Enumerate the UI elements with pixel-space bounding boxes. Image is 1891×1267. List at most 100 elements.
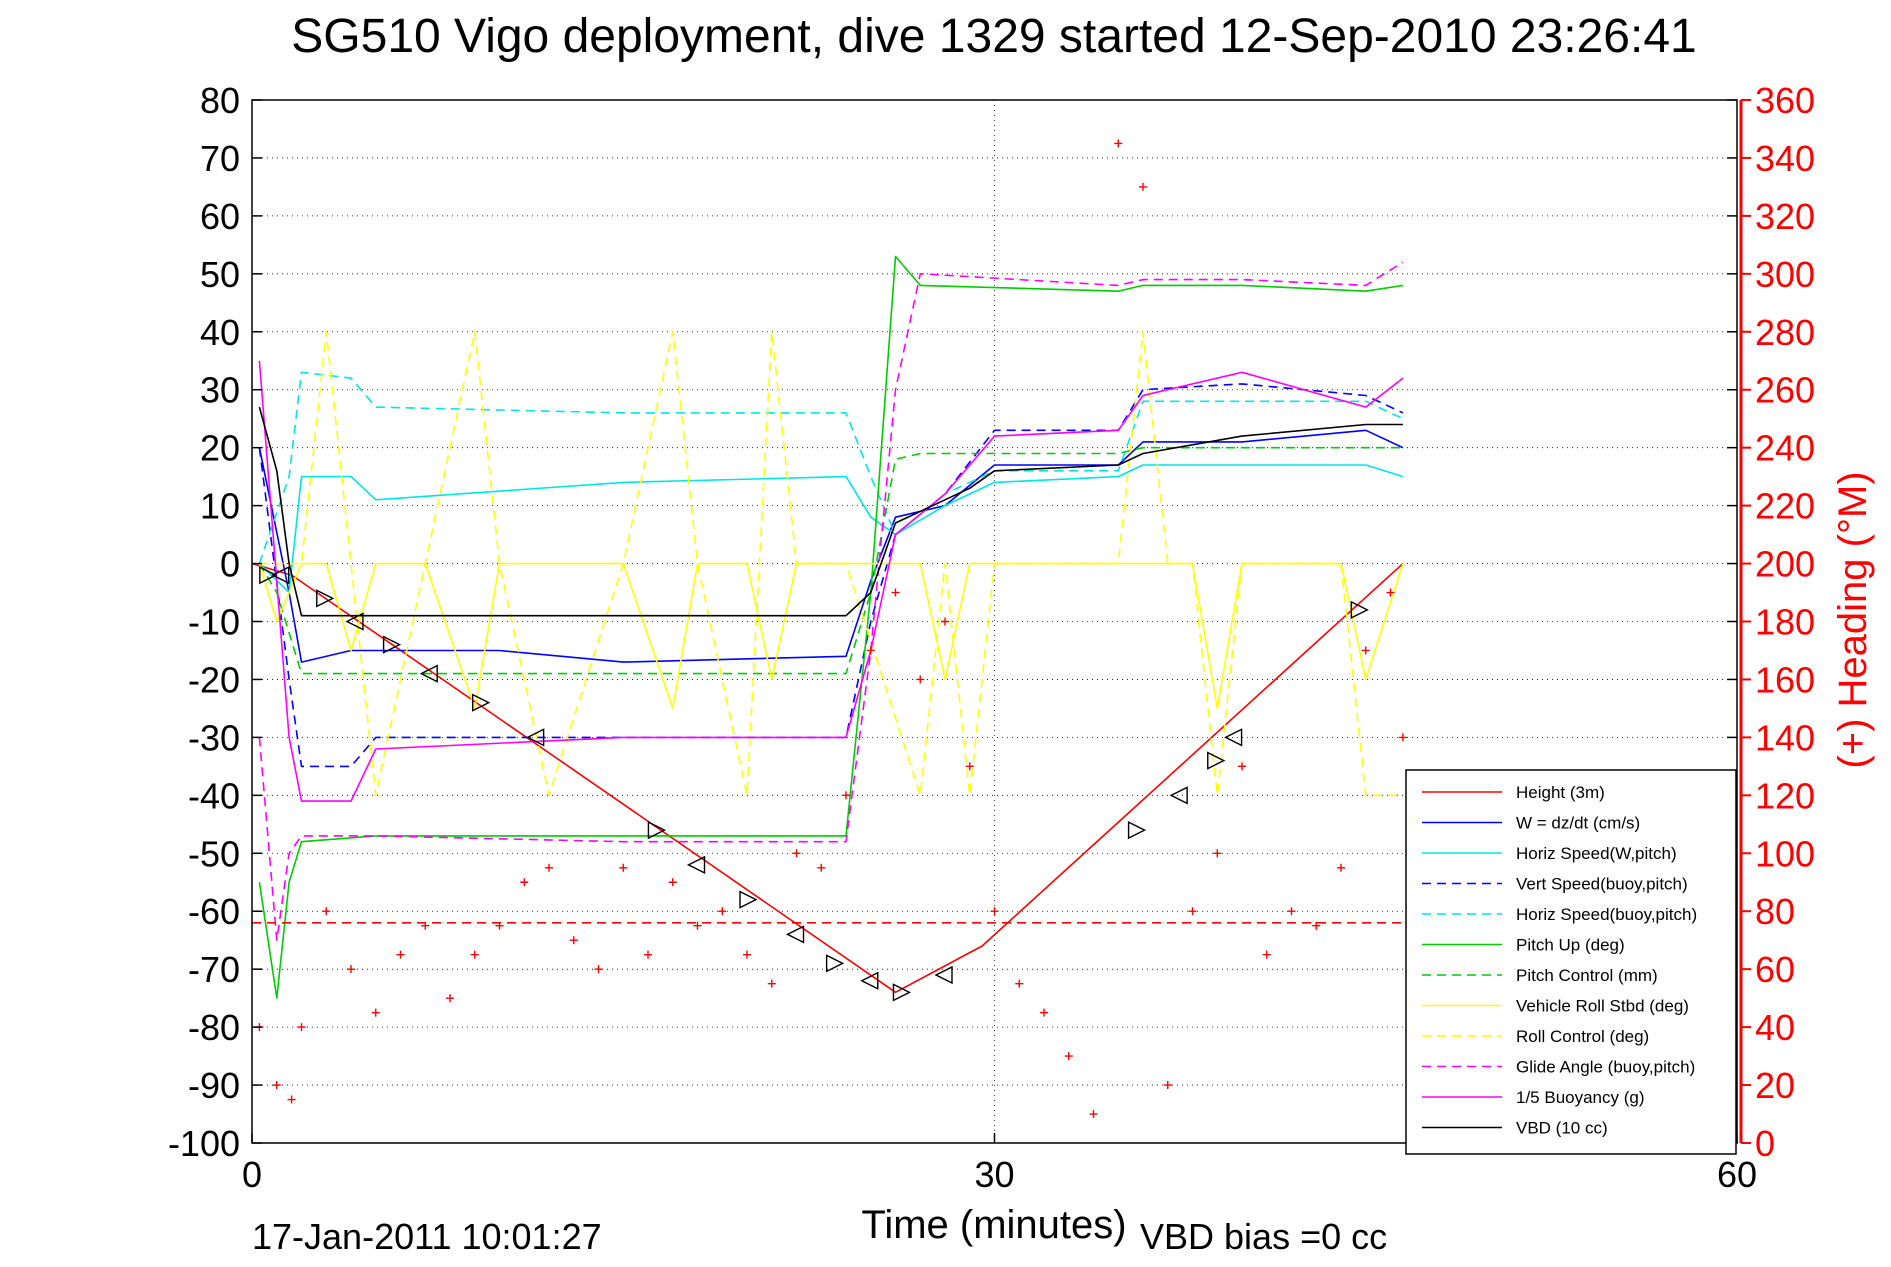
event-marker	[686, 855, 706, 874]
y-tick-right-label: 360	[1755, 80, 1815, 121]
y-tick-right-label: 40	[1755, 1007, 1795, 1048]
legend: Height (3m) W = dz/dt (cm/s) Horiz Speed(W…	[1405, 769, 1737, 1155]
x-tick-label: 30	[974, 1154, 1014, 1195]
event-marker	[345, 612, 364, 631]
y-tick-right-label: 60	[1755, 949, 1795, 990]
y-tick-right-label: 140	[1755, 717, 1815, 758]
event-marker	[1350, 600, 1369, 620]
series-line-11	[258, 406, 1403, 617]
legend-box	[1405, 769, 1737, 1155]
y-tick-label: -60	[188, 891, 240, 932]
y-tick-right-label: 240	[1755, 428, 1815, 469]
event-marker	[825, 954, 845, 973]
heading-point	[1386, 588, 1395, 597]
y-tick-right-label: 320	[1755, 196, 1815, 237]
heading-point	[644, 950, 652, 959]
y-tick-right-label: 260	[1755, 370, 1815, 411]
heading-point	[668, 878, 677, 887]
event-marker	[785, 925, 805, 944]
y-tick-right-label: 100	[1755, 833, 1815, 874]
heading-point	[1188, 907, 1197, 916]
heading-point	[569, 936, 578, 945]
y-tick-right-label: 160	[1755, 659, 1815, 700]
legend-label: Vert Speed(buoy,pitch)	[1516, 875, 1688, 894]
y-axis-right-label: (+) Heading (°M)	[1831, 471, 1875, 768]
heading-point	[1262, 950, 1271, 959]
heading-point	[619, 863, 628, 872]
event-marker	[271, 566, 290, 585]
heading-point	[842, 791, 850, 800]
legend-label: Pitch Control (mm)	[1516, 966, 1658, 985]
y-tick-label: -40	[188, 775, 240, 816]
heading-point	[1238, 762, 1246, 771]
heading-point	[545, 863, 553, 872]
event-marker	[419, 664, 438, 683]
y-tick-right-label: 340	[1755, 138, 1815, 179]
legend-label: Height (3m)	[1516, 783, 1605, 802]
heading-point	[1114, 139, 1123, 148]
legend-label: VBD (10 cc)	[1516, 1119, 1608, 1138]
event-marker	[934, 965, 953, 985]
event-marker	[382, 635, 402, 654]
heading-point	[1064, 1052, 1073, 1061]
heading-point	[792, 849, 801, 858]
series-line-0	[251, 562, 1404, 994]
y-tick-label: 80	[200, 80, 240, 121]
legend-label: Vehicle Roll Stbd (deg)	[1516, 997, 1689, 1016]
y-tick-label: -100	[168, 1123, 240, 1164]
series-line-7	[258, 562, 1404, 710]
legend-label: Roll Control (deg)	[1516, 1027, 1649, 1046]
heading-point	[470, 950, 479, 959]
y-tick-label: -70	[188, 949, 240, 990]
event-markers-group	[259, 566, 1369, 1002]
legend-label: Horiz Speed(W,pitch)	[1516, 844, 1677, 863]
y-tick-right-label: 120	[1755, 775, 1815, 816]
heading-points-group	[255, 139, 1407, 1119]
event-marker	[472, 693, 491, 712]
y-tick-right-label: 180	[1755, 602, 1815, 643]
heading-point	[1015, 979, 1024, 988]
heading-point	[520, 878, 529, 887]
heading-point	[1163, 1081, 1172, 1090]
y-tick-right-label: 220	[1755, 486, 1815, 527]
event-marker	[860, 971, 879, 990]
event-marker	[1207, 751, 1226, 770]
heading-point	[421, 921, 430, 930]
heading-point	[891, 588, 900, 597]
heading-point	[287, 1095, 296, 1104]
x-tick-label: 0	[242, 1154, 262, 1195]
heading-point	[297, 1023, 306, 1032]
event-marker	[892, 983, 912, 1002]
heading-point	[495, 921, 504, 930]
chart-title: SG510 Vigo deployment, dive 1329 started…	[291, 10, 1696, 63]
heading-point	[1312, 921, 1321, 930]
event-marker	[1224, 728, 1243, 747]
event-marker	[259, 566, 278, 585]
y-tick-label: -20	[188, 659, 240, 700]
event-marker	[1169, 786, 1188, 805]
event-marker	[316, 589, 335, 608]
footer-timestamp: 17-Jan-2011 10:01:27	[252, 1216, 602, 1257]
legend-label: Glide Angle (buoy,pitch)	[1516, 1058, 1695, 1077]
series-line-3	[258, 383, 1404, 768]
event-marker	[739, 890, 758, 909]
y-tick-label: -10	[188, 602, 240, 643]
footer-vbd-bias: VBD bias =0 cc	[1140, 1216, 1387, 1257]
x-tick-label: 60	[1717, 1154, 1757, 1195]
legend-label: W = dz/dt (cm/s)	[1516, 814, 1640, 833]
heading-point	[396, 950, 405, 959]
heading-point	[1337, 863, 1345, 872]
y-tick-label: -80	[188, 1007, 240, 1048]
y-tick-label: -50	[188, 833, 240, 874]
heading-point	[1398, 733, 1407, 742]
y-tick-label: 20	[200, 428, 240, 469]
heading-point	[718, 907, 727, 916]
series-line-10	[258, 360, 1404, 802]
heading-point	[1139, 182, 1147, 191]
heading-point	[693, 921, 702, 930]
y-tick-right-label: 300	[1755, 254, 1815, 295]
heading-point	[866, 646, 875, 655]
legend-label: Horiz Speed(buoy,pitch)	[1516, 905, 1697, 924]
heading-point	[446, 994, 454, 1003]
event-marker	[647, 820, 666, 840]
